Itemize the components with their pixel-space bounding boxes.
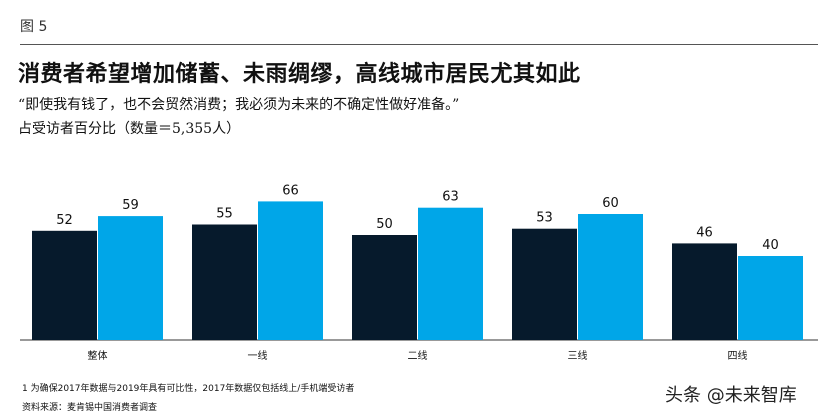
bar (258, 201, 323, 340)
bar (98, 216, 163, 340)
bar (418, 207, 483, 340)
source-note: 资料来源：麦肯锡中国消费者调查 (22, 403, 158, 413)
data-label: 63 (442, 190, 459, 205)
data-label: 60 (602, 196, 619, 211)
x-tick-label: 一线 (248, 349, 268, 362)
footnote: 1 为确保2017年数据与2019年具有可比性，2017年数据仅包括线上/手机端… (22, 384, 355, 394)
chart-quote: “即使我有钱了，也不会贸然消费；我必须为未来的不确定性做好准备。” (18, 97, 460, 113)
figure-label: 图 5 (20, 19, 48, 35)
watermark: 头条 @未来智库 (665, 385, 797, 406)
chart-title: 消费者希望增加储蓄、未雨绸缪，高线城市居民尤其如此 (18, 61, 581, 87)
data-label: 50 (376, 217, 393, 232)
data-label: 53 (536, 211, 553, 226)
bar (512, 228, 577, 340)
x-tick-label: 三线 (568, 349, 588, 362)
bar (192, 224, 257, 340)
x-tick-label: 二线 (408, 349, 428, 362)
bar (32, 230, 97, 340)
x-tick-label: 四线 (728, 349, 748, 362)
data-label: 66 (282, 183, 299, 198)
chart-subtitle: 占受访者百分比（数量＝5,355人） (18, 121, 241, 137)
bar (672, 243, 737, 340)
x-tick-label: 整体 (88, 349, 108, 362)
data-label: 52 (56, 213, 73, 228)
data-label: 55 (216, 207, 233, 222)
data-label: 59 (122, 198, 139, 213)
data-label: 40 (762, 238, 779, 253)
bar (578, 214, 643, 340)
divider (20, 44, 818, 45)
data-label: 46 (696, 225, 713, 240)
bar (738, 256, 803, 340)
bar (352, 235, 417, 340)
